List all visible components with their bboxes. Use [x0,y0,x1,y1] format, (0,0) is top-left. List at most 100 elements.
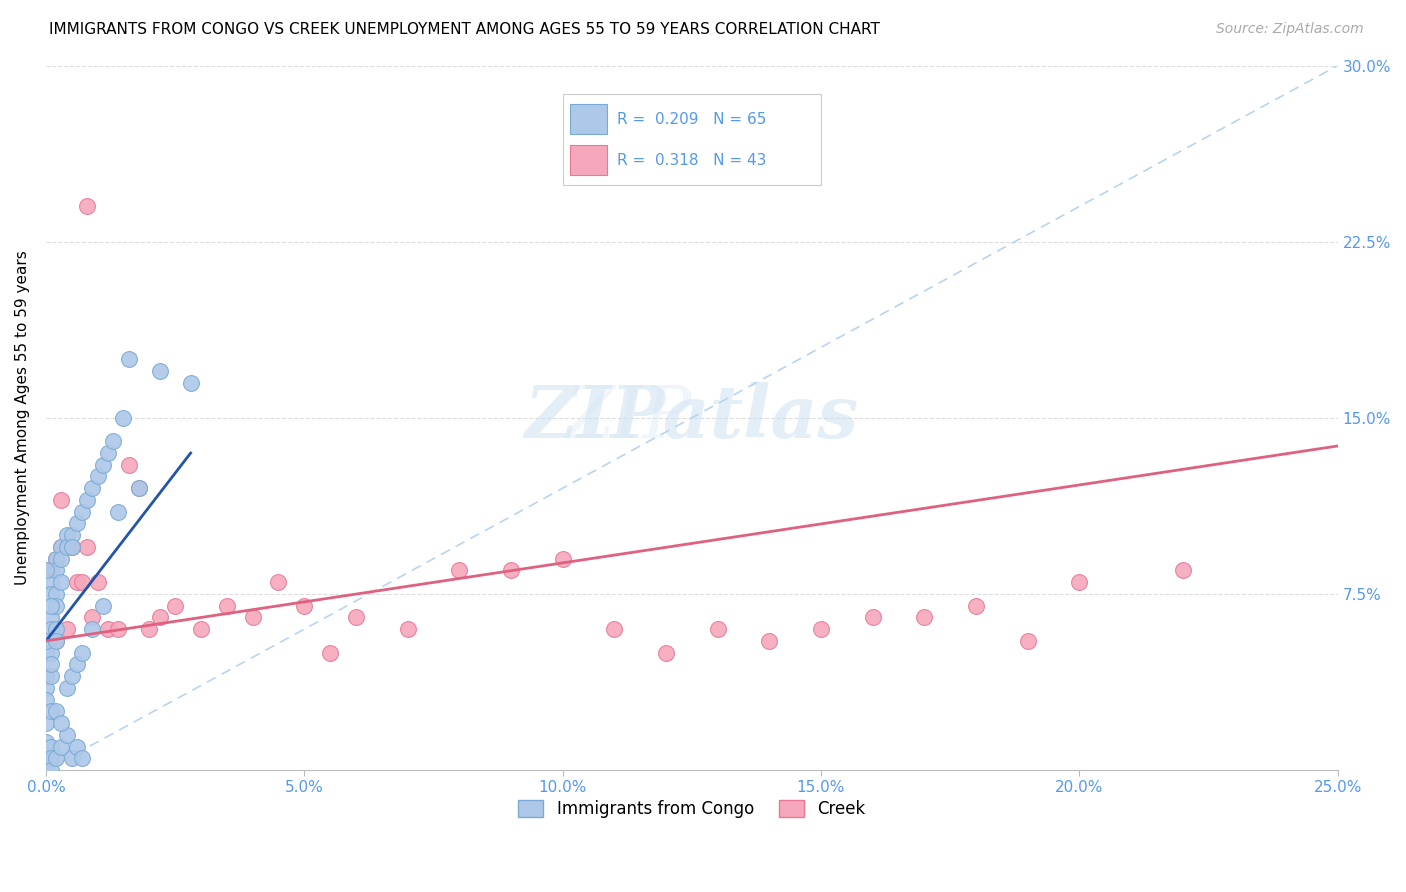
Point [51,540,73,554]
Point [76,199,98,213]
Point [35,669,58,683]
Point [965,599,987,613]
Point [91,599,114,613]
Point [101,434,124,449]
Point [149,610,172,624]
Point [45,551,67,566]
Point [35,756,58,770]
Point [128,481,150,495]
Point [45,551,67,566]
Point [82,622,104,636]
Point [396,622,419,636]
Point [117,352,139,367]
Point [55,681,77,695]
Point [55,540,77,554]
Point [51,540,73,554]
Point [190,622,212,636]
Point [39,751,62,765]
Point [76,540,98,554]
Point [86,575,108,590]
Point [107,505,129,519]
Point [35,763,58,777]
Point [51,739,73,754]
Point [655,646,678,660]
Point [91,458,114,472]
Point [45,633,67,648]
Point [39,575,62,590]
Point [35,692,58,706]
Point [35,716,58,731]
Point [60,669,83,683]
Text: Source: ZipAtlas.com: Source: ZipAtlas.com [1216,22,1364,37]
Point [810,622,832,636]
Point [267,575,290,590]
Text: ZIP: ZIP [564,383,692,453]
Point [758,633,780,648]
Point [603,622,626,636]
Point [51,716,73,731]
Point [70,505,93,519]
Point [39,657,62,672]
Point [39,563,62,577]
Point [86,469,108,483]
Point [66,739,89,754]
Point [39,599,62,613]
Point [45,704,67,718]
Point [82,610,104,624]
Point [45,622,67,636]
Point [138,622,160,636]
Point [35,763,58,777]
Point [55,528,77,542]
Point [35,669,58,683]
Point [128,481,150,495]
Point [60,540,83,554]
Point [66,657,89,672]
Point [180,376,202,390]
Point [45,587,67,601]
Y-axis label: Unemployment Among Ages 55 to 59 years: Unemployment Among Ages 55 to 59 years [15,251,30,585]
Point [70,575,93,590]
Point [35,646,58,660]
Legend: Immigrants from Congo, Creek: Immigrants from Congo, Creek [512,794,872,825]
Point [66,516,89,531]
Point [55,728,77,742]
Point [215,599,238,613]
Point [39,739,62,754]
Point [706,622,728,636]
Point [39,763,62,777]
Point [66,575,89,590]
Text: ZIPatlas: ZIPatlas [524,383,859,453]
Point [97,622,120,636]
Point [35,681,58,695]
Point [39,669,62,683]
Point [1069,575,1091,590]
Point [35,563,58,577]
Point [97,446,120,460]
Point [39,704,62,718]
Point [70,751,93,765]
Point [45,751,67,765]
Point [319,646,342,660]
Point [344,610,367,624]
Point [165,599,187,613]
Point [45,599,67,613]
Point [51,575,73,590]
Point [292,599,315,613]
Point [51,551,73,566]
Point [39,587,62,601]
Point [60,540,83,554]
Point [35,735,58,749]
Point [35,748,58,763]
Point [912,610,935,624]
Point [60,751,83,765]
Point [242,610,264,624]
Point [149,364,172,378]
Point [112,410,135,425]
Point [45,633,67,648]
Point [117,458,139,472]
Point [39,610,62,624]
Point [60,528,83,542]
Point [39,646,62,660]
Point [76,493,98,508]
Point [449,563,471,577]
